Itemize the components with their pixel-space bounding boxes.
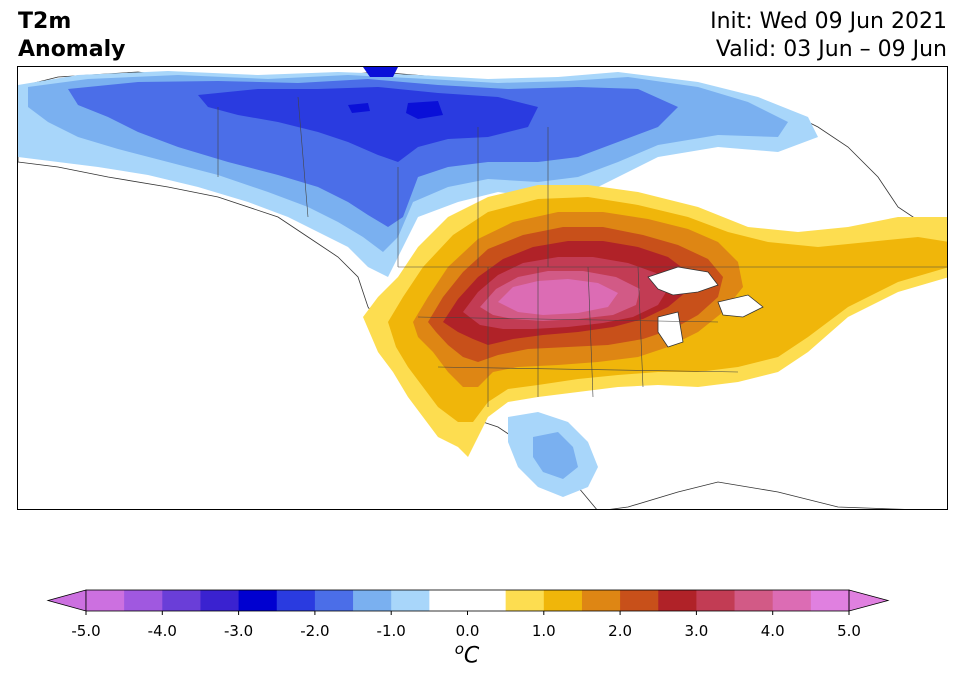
unit-degree: o bbox=[454, 640, 464, 658]
colorbar-segment bbox=[467, 590, 507, 611]
anomaly-map bbox=[17, 66, 948, 510]
colorbar-segment bbox=[581, 590, 621, 611]
init-date-text: Init: Wed 09 Jun 2021 bbox=[710, 9, 947, 34]
colorbar-tick-label: 5.0 bbox=[837, 622, 861, 640]
colorbar-segment bbox=[238, 590, 278, 611]
colorbar-segment bbox=[276, 590, 316, 611]
map-title: T2m Anomaly bbox=[18, 8, 125, 64]
colorbar-segment bbox=[391, 590, 430, 611]
colorbar-segment bbox=[505, 590, 545, 611]
colorbar: -5.0 -4.0 -3.0 -2.0 -1.0 0.0 1.0 2.0 3.0 4.0 5.0 o… bbox=[0, 580, 959, 680]
title-line-type: Anomaly bbox=[18, 37, 126, 62]
colorbar-segment bbox=[86, 590, 125, 611]
canada-cold bbox=[198, 87, 538, 162]
colorbar-strip bbox=[46, 589, 890, 615]
colorbar-tick-label: 1.0 bbox=[531, 622, 556, 640]
colorbar-segment bbox=[734, 590, 774, 611]
state-borders bbox=[217, 96, 947, 407]
colorbar-tick-label: -3.0 bbox=[223, 622, 254, 640]
midwest-core bbox=[498, 279, 618, 315]
map-canvas bbox=[18, 67, 947, 509]
colorbar-segment bbox=[162, 590, 201, 611]
colorbar-tick-label: 2.0 bbox=[608, 622, 633, 640]
colorbar-segment bbox=[314, 590, 354, 611]
colorbar-segment bbox=[620, 590, 659, 611]
colorbar-tick-label: -1.0 bbox=[376, 622, 406, 640]
colorbar-segment bbox=[810, 590, 850, 611]
colorbar-tick-label: 4.0 bbox=[760, 622, 785, 640]
title-line-variable: T2m bbox=[18, 9, 72, 34]
colorbar-extend-low bbox=[46, 589, 87, 612]
colorbar-segment bbox=[124, 590, 163, 611]
colorbar-tick-label: -5.0 bbox=[71, 622, 101, 640]
date-info: Init: Wed 09 Jun 2021 Valid: 03 Jun – 09… bbox=[710, 8, 947, 64]
colorbar-segment bbox=[200, 590, 240, 611]
colorbar-segment bbox=[696, 590, 736, 611]
colorbar-extend-high bbox=[848, 589, 890, 612]
valid-date-text: Valid: 03 Jun – 09 Jun bbox=[715, 37, 947, 62]
colorbar-unit: oC bbox=[455, 640, 480, 668]
colorbar-segment bbox=[543, 590, 583, 611]
colorbar-tick-label: 3.0 bbox=[684, 622, 709, 640]
colorbar-segment bbox=[658, 590, 697, 611]
colorbar-tick-label: -4.0 bbox=[147, 622, 177, 640]
colorbar-tick-label: -2.0 bbox=[300, 622, 330, 640]
unit-celsius: C bbox=[463, 643, 480, 669]
mexico-cool-2 bbox=[533, 432, 578, 479]
colorbar-segment bbox=[772, 590, 812, 611]
canada-arctic-cold bbox=[348, 67, 443, 119]
colorbar-tick-label: 0.0 bbox=[455, 622, 480, 640]
colorbar-segment bbox=[353, 590, 392, 611]
colorbar-segment bbox=[429, 590, 468, 611]
great-lakes bbox=[647, 266, 764, 348]
